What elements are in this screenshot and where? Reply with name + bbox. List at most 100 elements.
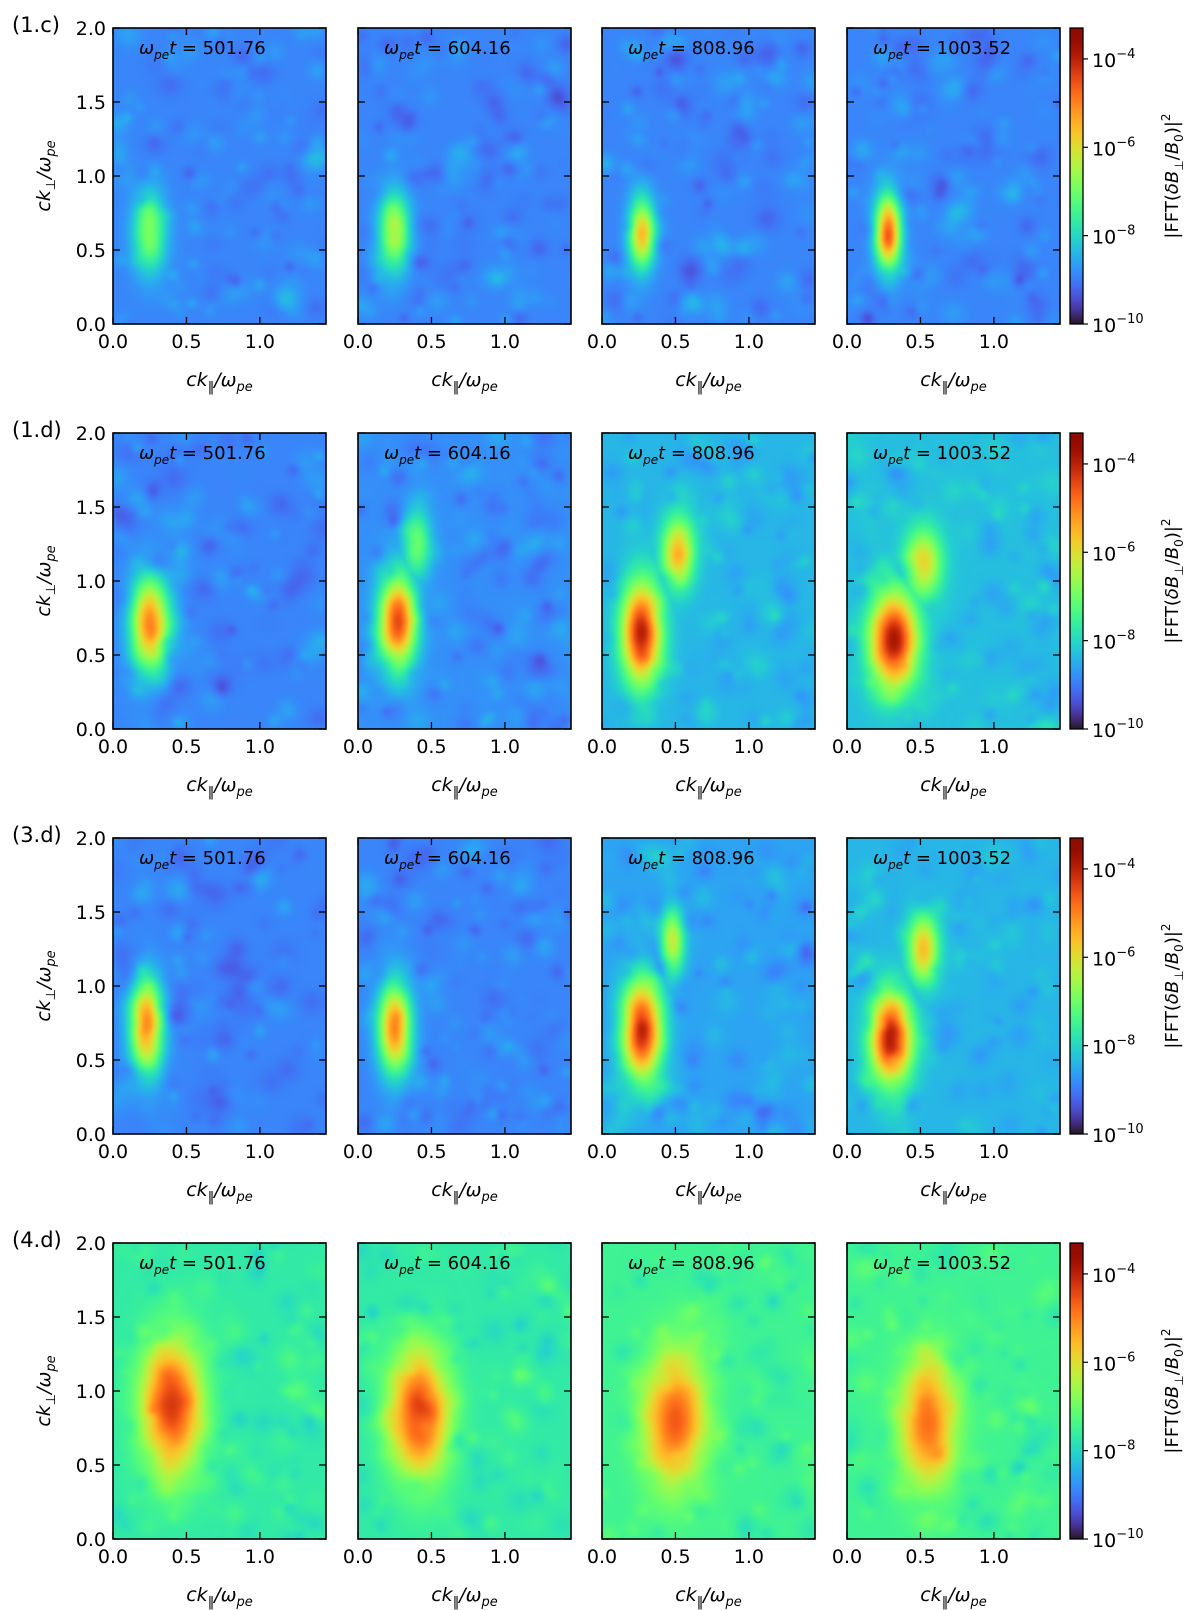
x-tick-label: 1.0: [245, 331, 275, 353]
y-tick-label: 1.5: [76, 92, 106, 114]
heatmap-panel: 0.0 0.5 1.0 ωpet = 604.16 ck‖/ωpe: [343, 27, 572, 395]
x-tick-label: 0.0: [587, 1546, 617, 1568]
x-tick-label: 1.0: [490, 1546, 520, 1568]
heatmap-panel: 0.0 0.5 1.0 ωpet = 1003.52 ck‖/ωpe: [832, 837, 1061, 1205]
x-tick-label: 0.0: [343, 1546, 373, 1568]
heatmap-image: [847, 433, 1060, 729]
x-axis-label: ck‖/ωpe: [920, 774, 987, 800]
time-label: ωpet = 808.96: [628, 848, 755, 872]
heatmap-panel: 0.0 0.5 1.0 ωpet = 808.96 ck‖/ωpe: [587, 432, 816, 800]
x-tick-label: 0.0: [343, 736, 373, 758]
y-axis-label: ck⊥/ωpe: [33, 950, 59, 1021]
colorbar-label: |FFT(δB⊥/B0)|2: [1159, 923, 1186, 1048]
time-label: ωpet = 604.16: [384, 848, 511, 872]
x-tick-label: 0.0: [587, 736, 617, 758]
colorbar-tick-label: 10−10: [1092, 1527, 1144, 1552]
colorbar-label: |FFT(δB⊥/B0)|2: [1159, 518, 1186, 643]
colorbar: 10−4 10−6 10−8 10−10 |FFT(δB⊥/B0)|2: [1069, 1242, 1186, 1552]
heatmap-panel: 0.0 0.5 1.0 0.0 0.5 1.0 1.5 2.0 ωpet = 501.76 ck‖…: [33, 1233, 327, 1610]
colorbar-label: |FFT(δB⊥/B0)|2: [1159, 1328, 1186, 1453]
x-tick-label: 0.5: [171, 1141, 201, 1163]
time-label: ωpet = 808.96: [628, 1253, 755, 1277]
x-axis-label: ck‖/ωpe: [431, 774, 498, 800]
y-tick-label: 0.0: [76, 314, 106, 336]
y-tick-label: 1.0: [76, 571, 106, 593]
row-label: (1.c): [12, 13, 60, 37]
colorbar-gradient: [1070, 28, 1083, 324]
x-tick-label: 1.0: [979, 331, 1009, 353]
x-tick-label: 0.5: [660, 1141, 690, 1163]
x-tick-label: 0.5: [660, 331, 690, 353]
y-tick-label: 0.0: [76, 1529, 106, 1551]
heatmap-image: [847, 28, 1060, 324]
heatmap-image: [113, 28, 326, 324]
x-tick-label: 0.5: [905, 736, 935, 758]
x-tick-label: 0.0: [98, 736, 128, 758]
time-label: ωpet = 808.96: [628, 443, 755, 467]
colorbar-tick-label: 10−8: [1092, 1439, 1135, 1464]
x-tick-label: 0.5: [416, 331, 446, 353]
heatmap-image: [358, 28, 571, 324]
time-label: ωpet = 501.76: [139, 1253, 266, 1277]
x-tick-label: 1.0: [734, 331, 764, 353]
x-axis-label: ck‖/ωpe: [186, 1584, 253, 1610]
time-label: ωpet = 1003.52: [873, 443, 1011, 467]
y-tick-label: 0.5: [76, 1050, 106, 1072]
figure-row: (3.d) 0.0 0.5 1.0 0.0 0.5 1.0 1.5 2.0 ωpet = 501.…: [12, 823, 1186, 1205]
colorbar-gradient: [1070, 838, 1083, 1134]
heatmap-panel: 0.0 0.5 1.0 ωpet = 604.16 ck‖/ωpe: [343, 837, 572, 1205]
heatmap-image: [847, 1243, 1060, 1539]
x-tick-label: 0.5: [416, 1546, 446, 1568]
x-tick-label: 1.0: [490, 1141, 520, 1163]
x-axis-label: ck‖/ωpe: [920, 369, 987, 395]
y-tick-label: 1.0: [76, 166, 106, 188]
x-tick-label: 0.5: [905, 1141, 935, 1163]
colorbar-frame: [1069, 837, 1084, 1135]
heatmap-panel: 0.0 0.5 1.0 0.0 0.5 1.0 1.5 2.0 ωpet = 501.76 ck‖…: [33, 18, 327, 395]
heatmap-panel: 0.0 0.5 1.0 ωpet = 1003.52 ck‖/ωpe: [832, 27, 1061, 395]
heatmap-image: [602, 838, 815, 1134]
x-tick-label: 0.5: [171, 331, 201, 353]
y-tick-label: 0.0: [76, 1124, 106, 1146]
figure-row: (1.d) 0.0 0.5 1.0 0.0 0.5 1.0 1.5 2.0 ωpet = 501.…: [12, 418, 1186, 800]
x-tick-label: 0.0: [832, 331, 862, 353]
colorbar-tick-label: 10−8: [1092, 224, 1135, 249]
heatmap-panel: 0.0 0.5 1.0 ωpet = 1003.52 ck‖/ωpe: [832, 1242, 1061, 1610]
colorbar-tick-label: 10−10: [1092, 1122, 1144, 1147]
colorbar-frame: [1069, 27, 1084, 325]
figure-row: (1.c) 0.0 0.5 1.0 0.0 0.5 1.0 1.5 2.0 ωpet = 501.…: [12, 13, 1186, 395]
heatmap-panel: 0.0 0.5 1.0 ωpet = 1003.52 ck‖/ωpe: [832, 432, 1061, 800]
time-label: ωpet = 1003.52: [873, 848, 1011, 872]
colorbar-tick-label: 10−6: [1092, 945, 1135, 970]
colorbar-tick-label: 10−8: [1092, 1034, 1135, 1059]
time-label: ωpet = 604.16: [384, 443, 511, 467]
colorbar-frame: [1069, 1242, 1084, 1540]
x-tick-label: 1.0: [979, 1546, 1009, 1568]
x-tick-label: 0.5: [171, 736, 201, 758]
colorbar-frame: [1069, 432, 1084, 730]
x-tick-label: 1.0: [490, 331, 520, 353]
heatmap-image: [602, 28, 815, 324]
colorbar-gradient: [1070, 433, 1083, 729]
time-label: ωpet = 501.76: [139, 848, 266, 872]
y-axis-label: ck⊥/ωpe: [33, 545, 59, 616]
colorbar-tick-label: 10−8: [1092, 629, 1135, 654]
colorbar: 10−4 10−6 10−8 10−10 |FFT(δB⊥/B0)|2: [1069, 432, 1186, 742]
x-tick-label: 0.5: [416, 1141, 446, 1163]
y-tick-label: 1.0: [76, 976, 106, 998]
time-label: ωpet = 1003.52: [873, 38, 1011, 62]
heatmap-panel: 0.0 0.5 1.0 ωpet = 808.96 ck‖/ωpe: [587, 1242, 816, 1610]
x-tick-label: 0.5: [905, 331, 935, 353]
y-tick-label: 1.5: [76, 902, 106, 924]
x-axis-label: ck‖/ωpe: [675, 369, 742, 395]
x-tick-label: 0.5: [905, 1546, 935, 1568]
time-label: ωpet = 1003.52: [873, 1253, 1011, 1277]
y-tick-label: 2.0: [76, 1233, 106, 1255]
y-tick-label: 1.0: [76, 1381, 106, 1403]
colorbar-tick-label: 10−6: [1092, 135, 1135, 160]
heatmap-image: [602, 1243, 815, 1539]
row-label: (1.d): [12, 418, 62, 442]
x-tick-label: 1.0: [734, 1141, 764, 1163]
colorbar-tick-label: 10−4: [1092, 857, 1135, 882]
y-tick-label: 0.5: [76, 645, 106, 667]
